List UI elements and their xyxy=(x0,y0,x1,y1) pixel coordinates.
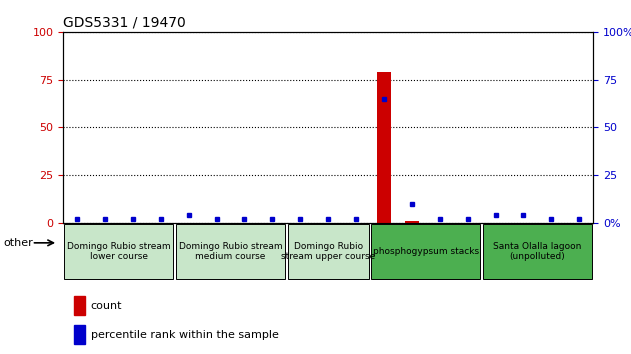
Bar xyxy=(64,224,174,279)
Text: Domingo Rubio stream
medium course: Domingo Rubio stream medium course xyxy=(179,242,282,261)
Text: Domingo Rubio stream
lower course: Domingo Rubio stream lower course xyxy=(67,242,171,261)
Bar xyxy=(377,72,391,223)
Bar xyxy=(74,325,85,344)
Text: count: count xyxy=(91,301,122,311)
Text: Santa Olalla lagoon
(unpolluted): Santa Olalla lagoon (unpolluted) xyxy=(493,242,582,261)
Bar xyxy=(74,296,85,315)
Bar xyxy=(405,221,419,223)
Bar xyxy=(176,224,285,279)
Bar xyxy=(372,224,480,279)
Bar xyxy=(483,224,592,279)
Bar xyxy=(288,224,369,279)
Text: other: other xyxy=(3,238,33,248)
Text: percentile rank within the sample: percentile rank within the sample xyxy=(91,330,278,339)
Text: phosphogypsum stacks: phosphogypsum stacks xyxy=(373,247,479,256)
Text: GDS5331 / 19470: GDS5331 / 19470 xyxy=(63,15,186,29)
Text: Domingo Rubio
stream upper course: Domingo Rubio stream upper course xyxy=(281,242,375,261)
